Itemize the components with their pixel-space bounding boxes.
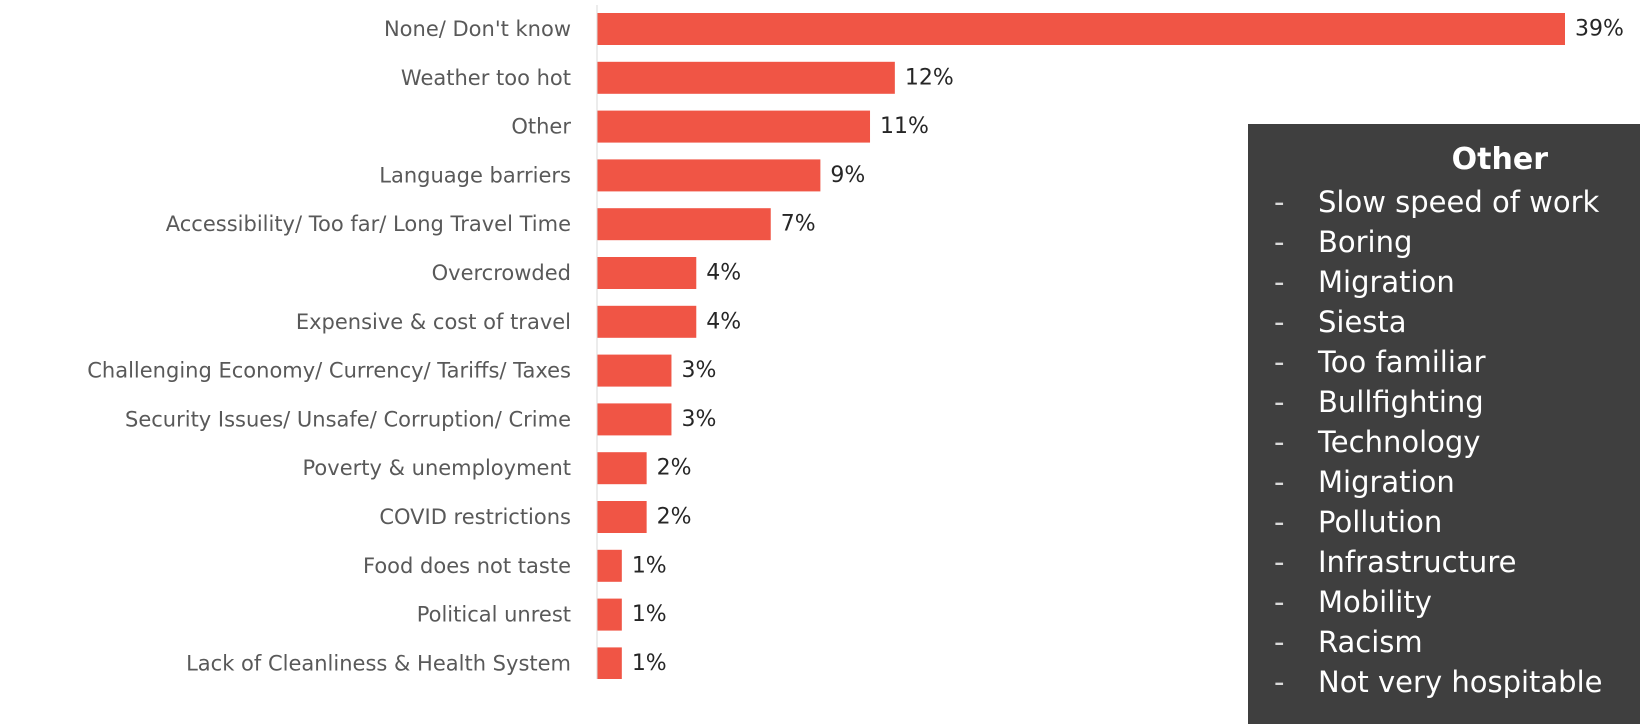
bar [597,208,771,241]
callout-item: - Technology [1274,422,1602,462]
value-label: 11% [880,114,929,139]
category-label: Political unrest [417,603,571,627]
callout-item: - Pollution [1274,502,1602,542]
category-label: Other [511,115,571,139]
callout-item: - Too familiar [1274,342,1602,382]
category-label: COVID restrictions [379,505,571,529]
callout-list: - Slow speed of work - Boring - Migration - Sie… [1274,182,1602,702]
callout-item: - Siesta [1274,302,1602,342]
category-label: Accessibility/ Too far/ Long Travel Time [166,212,571,236]
bullet-dash: - [1274,625,1285,659]
bullet-dash: - [1274,265,1285,299]
bar [597,403,672,436]
value-label: 3% [681,358,716,383]
category-label: Security Issues/ Unsafe/ Corruption/ Cri… [125,407,571,431]
callout-item-text: Infrastructure [1318,545,1517,579]
bar [597,647,622,679]
bar [597,305,697,338]
callout-item: - Slow speed of work [1274,182,1602,222]
bullet-dash: - [1274,345,1285,379]
bullet-dash: - [1274,545,1285,579]
bar [597,13,1565,45]
bar [597,110,871,143]
callout-item: - Migration [1274,262,1602,302]
callout-item: - Boring [1274,222,1602,262]
value-label: 1% [632,553,667,578]
callout-item-text: Racism [1318,625,1423,659]
value-label: 2% [657,456,692,481]
value-label: 4% [706,309,741,334]
callout-item-text: Not very hospitable [1318,665,1603,699]
bar [597,501,647,533]
bullet-dash: - [1274,585,1285,619]
bar [597,159,821,192]
value-label: 9% [830,163,865,188]
category-label: Challenging Economy/ Currency/ Tariffs/ … [87,359,571,383]
callout-item-text: Boring [1318,225,1413,259]
callout-item: - Not very hospitable [1274,662,1602,702]
callout-item: - Infrastructure [1274,542,1602,582]
category-label: Food does not taste [363,554,571,578]
value-label: 12% [905,65,954,90]
callout-item-text: Technology [1318,425,1481,459]
callout-item: - Mobility [1274,582,1602,622]
value-label: 1% [632,651,667,676]
category-label: Expensive & cost of travel [296,310,571,334]
callout-item: - Migration [1274,462,1602,502]
callout-item-text: Bullfighting [1318,385,1484,419]
bullet-dash: - [1274,305,1285,339]
value-label: 4% [706,261,741,286]
callout-item-text: Mobility [1318,585,1432,619]
value-label: 39% [1575,17,1624,42]
bullet-dash: - [1274,665,1285,699]
callout-item-text: Siesta [1318,305,1407,339]
value-label: 1% [632,602,667,627]
value-label: 2% [657,505,692,530]
callout-item-text: Too familiar [1318,345,1486,379]
bullet-dash: - [1274,185,1285,219]
bar [597,257,697,289]
other-callout-box: Other - Slow speed of work - Boring - Migrati… [1248,124,1640,724]
category-labels: None/ Don't know Weather too hot Other Lang… [87,17,571,675]
bar [597,549,622,582]
bar [597,452,647,485]
bullet-dash: - [1274,505,1285,539]
bar [597,598,622,631]
bar [597,61,895,94]
value-label: 3% [681,407,716,432]
callout-item-text: Migration [1318,465,1455,499]
bars [597,13,1565,679]
callout-item: - Bullfighting [1274,382,1602,422]
category-label: Overcrowded [432,261,571,285]
callout-item-text: Slow speed of work [1318,185,1600,219]
bullet-dash: - [1274,425,1285,459]
category-label: Language barriers [379,163,571,187]
category-label: Poverty & unemployment [303,456,572,480]
bar [597,354,672,387]
category-label: Lack of Cleanliness & Health System [186,651,571,675]
value-labels: 39% 12% 11% 9% 7% 4% 4% 3% 3% 2% 2% 1% 1% 1% [632,17,1624,676]
callout-item-text: Migration [1318,265,1455,299]
bar-chart: None/ Don't know Weather too hot Other Lang… [87,5,1624,679]
category-label: Weather too hot [401,66,571,90]
bullet-dash: - [1274,385,1285,419]
category-label: None/ Don't know [384,17,571,41]
bullet-dash: - [1274,465,1285,499]
value-label: 7% [781,212,816,237]
callout-item-text: Pollution [1318,505,1443,539]
callout-item: - Racism [1274,622,1602,662]
bullet-dash: - [1274,225,1285,259]
callout-title: Other [1451,142,1548,177]
